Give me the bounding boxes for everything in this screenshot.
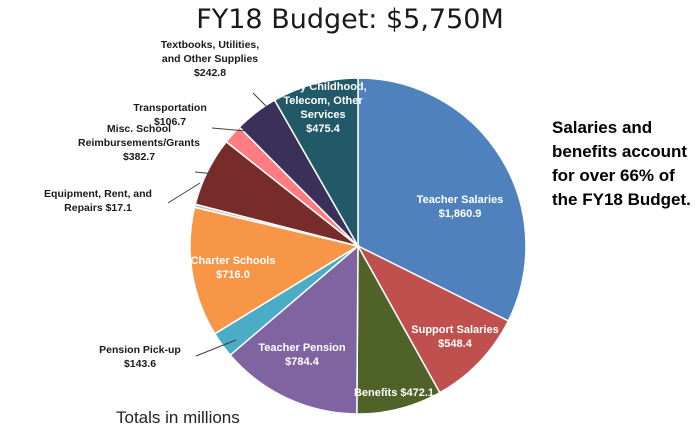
pie-slice-benefits	[356, 243, 441, 415]
slice-label-pension-pick-up: Pension Pick-up $143.6	[99, 344, 181, 370]
slice-label-charter-schools: Charter Schools $716.0	[191, 255, 276, 281]
pie-slice-support-salaries	[356, 244, 510, 394]
pie-slice-teacher-pension	[229, 244, 359, 415]
slice-label-transportation: Transportation $106.7	[133, 102, 207, 128]
leader-line-pension-pick-up	[195, 339, 237, 357]
pie-slice-teacher-salaries	[357, 77, 527, 322]
slice-label-support-salaries: Support Salaries $548.4	[411, 324, 498, 350]
slice-label-textbooks-utilities-and-other-supplies: Textbooks, Utilities, and Other Supplies $…	[161, 39, 259, 79]
slice-label-benefits: Benefits $472.1	[354, 387, 434, 399]
leader-line-transportation	[211, 127, 247, 132]
slice-label-teacher-salaries: Teacher Salaries $1,860.9	[417, 194, 504, 220]
leader-line-textbooks-utilities-and-other-supplies	[252, 92, 269, 109]
leader-line-misc-school-reimbursements-grants	[194, 171, 216, 175]
slice-label-early-childhood-telecom-other-services: Early Childhood, Telecom, Other Services $4…	[279, 81, 366, 135]
pie-slice-early-childhood-telecom-other-services	[273, 77, 359, 249]
slice-label-teacher-pension: Teacher Pension $784.4	[258, 342, 345, 368]
pie-slice-charter-schools	[189, 206, 360, 335]
leader-line-equipment-rent-and-repairs	[167, 182, 201, 204]
slice-label-misc-school-reimbursements-grants: Misc. School Reimbursements/Grants $382.7	[78, 123, 200, 163]
totals-footnote: Totals in millions	[116, 408, 240, 427]
salaries-callout: Salaries and benefits account for over 6…	[552, 118, 691, 209]
chart-title: FY18 Budget: $5,750M	[196, 4, 504, 35]
slice-label-equipment-rent-and-repairs: Equipment, Rent, and Repairs $17.1	[44, 188, 152, 214]
